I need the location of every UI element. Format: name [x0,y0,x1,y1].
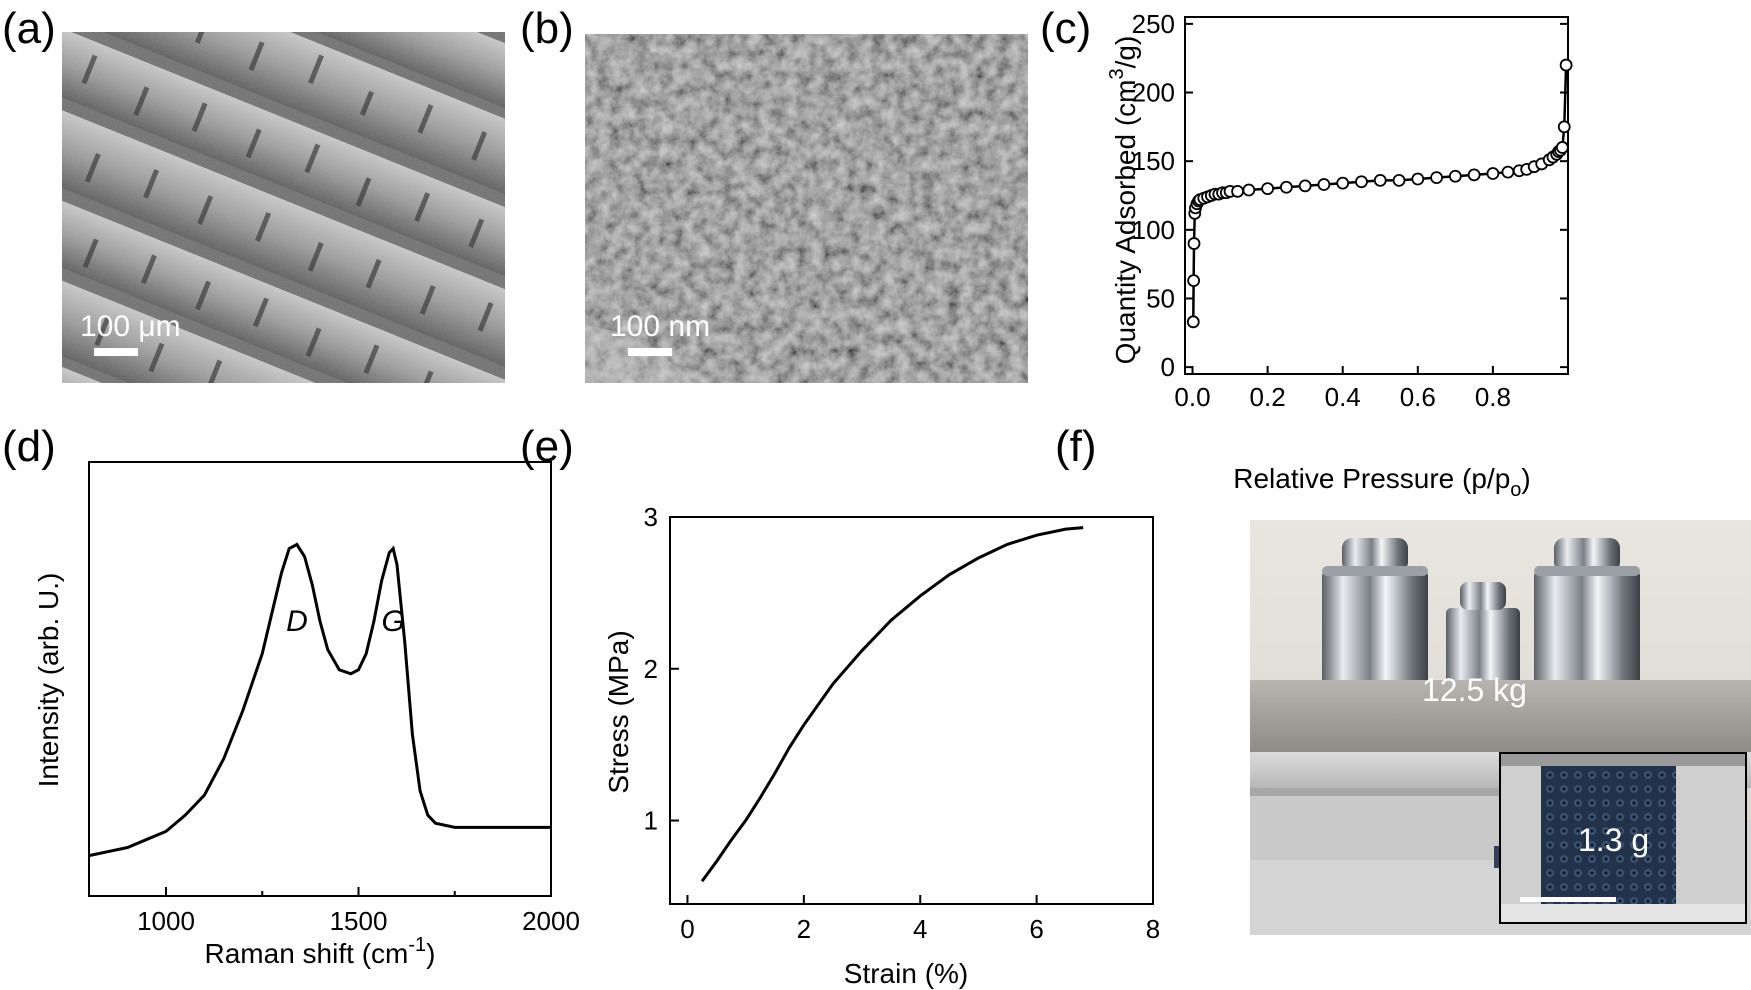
ytick-label-c: 150 [1132,146,1175,176]
xtick-label-e: 6 [1029,914,1043,944]
isotherm-point [1279,180,1293,194]
ytick-label-c: 200 [1132,78,1175,108]
plot-frame-d [88,461,552,897]
isotherm-point [1501,165,1515,179]
isotherm-point [1219,186,1233,200]
isotherm-point [1204,189,1218,202]
sem-image-a [62,32,505,383]
isotherm-point [1201,190,1214,204]
sem-image-b [585,34,1028,383]
isotherm-line [1192,65,1568,322]
scale-text-a: 100 μm [80,310,181,343]
inset-lattice-drawing [1501,754,1745,922]
isotherm-point [1392,173,1406,187]
isotherm-point [1552,145,1566,158]
plot-frame-c [1184,16,1569,375]
xtick-label-e: 4 [913,914,927,944]
scale-bar-b [628,348,672,356]
xtick-label-e: 2 [797,914,811,944]
panel-label-c: (c) [1040,4,1092,53]
isotherm-point [1373,173,1387,187]
isotherm-point [1448,169,1462,183]
xtick-label-c: 0.6 [1400,382,1436,412]
isotherm-point [1557,120,1571,134]
isotherm-point [1298,179,1312,193]
ytick-label-c: 100 [1132,215,1175,245]
isotherm-point [1187,274,1201,288]
ylabel-d: Intensity (arb. U.) [33,573,64,788]
isotherm-point [1520,163,1534,176]
ytick-label-e: 1 [644,806,658,836]
isotherm-point [1190,197,1204,211]
isotherm-point [1192,194,1205,208]
sem-texture-a [62,32,505,383]
peak-label: G [381,605,404,638]
panel-label-f: (f) [1055,422,1097,471]
isotherm-point [1555,141,1569,154]
isotherm-point [1430,171,1443,185]
ytick-label-c: 50 [1146,283,1175,313]
isotherm-point [1559,58,1573,72]
plate-text: 12.5 kg [1422,672,1527,708]
ytick-label-c: 250 [1132,9,1175,39]
isotherm-point [1216,186,1229,200]
isotherm-point [1187,237,1201,250]
isotherm-point [1186,315,1200,329]
isotherm-point [1486,167,1500,180]
isotherm-point [1527,160,1541,174]
xlabel-c: Relative Pressure (p/po) [1233,463,1530,501]
sem-texture-b [585,34,1028,383]
ytick-label-c: 0 [1161,352,1175,382]
inset-text: 1.3 g [1578,822,1650,858]
xtick-label-c: 0.4 [1325,382,1361,412]
isotherm-point [1208,187,1222,201]
xlabel-e: Strain (%) [844,958,968,989]
isotherm-point [1189,201,1202,215]
plot-frame-e [669,516,1154,905]
stress-strain-line [700,526,1084,883]
isotherm-point [1512,164,1526,178]
isotherm-point [1546,150,1560,164]
scale-bar-f [1520,897,1616,902]
isotherm-point [1550,147,1564,161]
xtick-label-e: 8 [1146,914,1160,944]
isotherm-point [1411,172,1425,186]
isotherm-point [1535,157,1549,171]
xtick-label-d: 1000 [137,906,195,936]
ytick-label-e: 3 [644,502,658,532]
xtick-label-d: 2000 [522,906,580,936]
isotherm-point [1212,187,1226,201]
isotherm-point [1467,168,1481,182]
panel-label-b: (b) [520,4,574,53]
scale-text-b: 100 nm [610,310,711,343]
isotherm-point [1554,143,1567,157]
isotherm-point [1542,153,1556,167]
xtick-label-c: 0.2 [1250,382,1286,412]
isotherm-point [1336,176,1350,190]
xtick-label-c: 0.8 [1475,382,1511,412]
ytick-label-e: 2 [644,654,658,684]
isotherm-point [1261,182,1275,196]
isotherm-point [1231,184,1244,198]
isotherm-point [1193,193,1207,207]
peak-label: D [286,605,308,638]
scale-bar-a [94,348,138,356]
raman-spectrum-line [88,542,551,858]
xtick-label-d: 1500 [330,906,388,936]
isotherm-point [1188,206,1202,220]
xtick-label-e: 0 [680,914,694,944]
isotherm-point [1197,191,1211,205]
xlabel-d: Raman shift (cm-1) [205,934,436,969]
isotherm-point [1317,178,1331,191]
panel-label-d: (d) [2,422,56,471]
panel-label-a: (a) [2,4,56,53]
xtick-label-c: 0.0 [1174,382,1210,412]
ylabel-c: Quantity Adsorbed (cm3/g) [1106,36,1141,365]
inset-photo [1499,752,1747,924]
isotherm-point [1242,183,1256,197]
isotherm-point [1355,175,1368,189]
isotherm-point [1223,184,1237,198]
panel-label-e: (e) [520,422,574,471]
ylabel-e: Stress (MPa) [603,630,634,793]
